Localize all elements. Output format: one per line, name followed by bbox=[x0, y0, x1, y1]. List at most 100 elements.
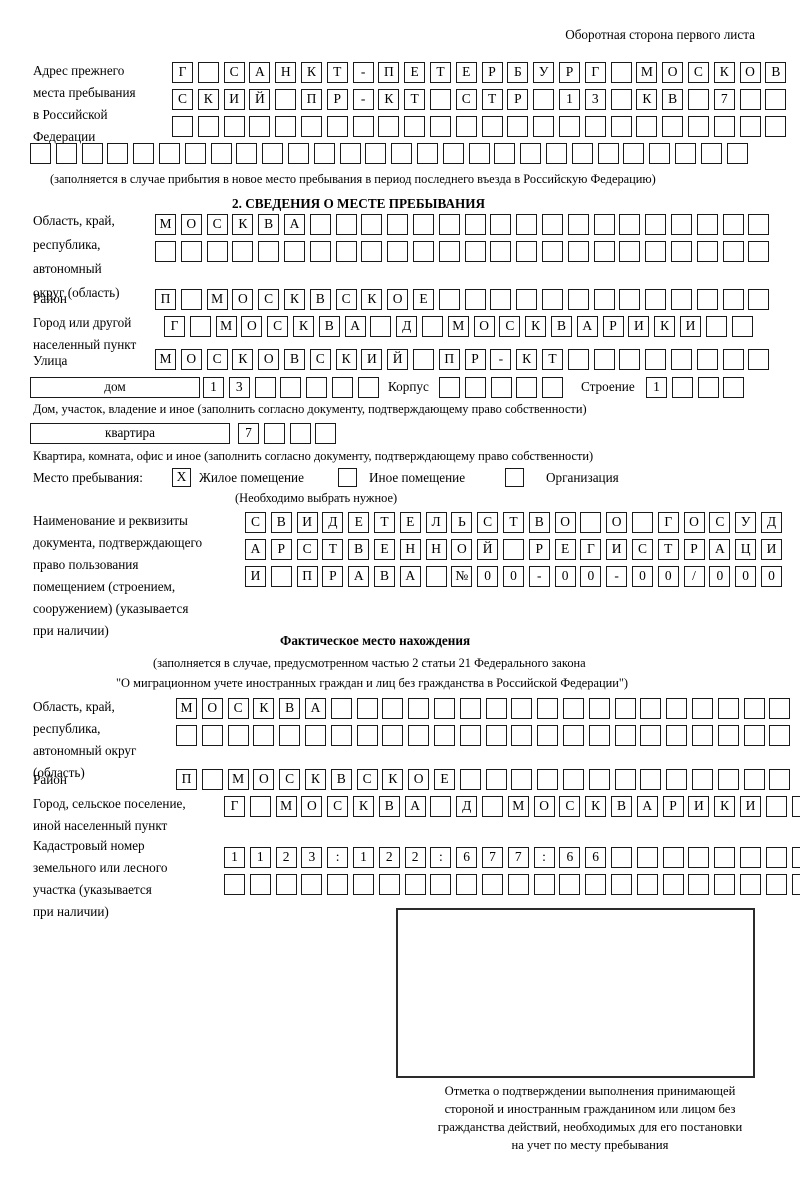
char-cell[interactable]: В bbox=[330, 769, 352, 790]
char-cell[interactable]: У bbox=[735, 512, 757, 533]
char-cell[interactable] bbox=[357, 377, 379, 398]
char-cell[interactable]: Н bbox=[399, 539, 421, 560]
char-cell[interactable] bbox=[714, 874, 736, 895]
char-cell[interactable] bbox=[631, 512, 653, 533]
char-cell[interactable] bbox=[387, 214, 409, 235]
char-cell[interactable] bbox=[309, 241, 331, 262]
char-cell[interactable] bbox=[315, 423, 337, 444]
char-cell[interactable] bbox=[537, 698, 559, 719]
char-cell[interactable] bbox=[289, 423, 311, 444]
char-cell[interactable]: 0 bbox=[502, 566, 524, 587]
char-cell[interactable] bbox=[339, 143, 361, 164]
char-cell[interactable] bbox=[201, 769, 223, 790]
char-cell[interactable]: А bbox=[348, 566, 370, 587]
char-cell[interactable]: К bbox=[335, 349, 357, 370]
char-cell[interactable]: 6 bbox=[456, 847, 478, 868]
prev-address-row-4[interactable] bbox=[30, 143, 748, 164]
char-cell[interactable]: С bbox=[455, 89, 477, 110]
char-cell[interactable] bbox=[610, 116, 632, 137]
char-cell[interactable] bbox=[429, 89, 451, 110]
stay-type-checkbox-residential[interactable]: X bbox=[172, 468, 191, 487]
char-cell[interactable]: 0 bbox=[477, 566, 499, 587]
char-cell[interactable]: М bbox=[507, 796, 529, 817]
char-cell[interactable] bbox=[283, 241, 305, 262]
char-cell[interactable]: 2 bbox=[378, 847, 400, 868]
char-cell[interactable] bbox=[541, 289, 563, 310]
char-cell[interactable] bbox=[722, 241, 744, 262]
char-cell[interactable]: О bbox=[301, 796, 323, 817]
char-cell[interactable] bbox=[412, 214, 434, 235]
char-cell[interactable]: Г bbox=[584, 62, 606, 83]
char-cell[interactable] bbox=[562, 725, 584, 746]
char-cell[interactable] bbox=[133, 143, 155, 164]
char-cell[interactable]: М bbox=[275, 796, 297, 817]
char-cell[interactable] bbox=[331, 377, 353, 398]
char-cell[interactable] bbox=[249, 796, 271, 817]
char-cell[interactable] bbox=[361, 241, 383, 262]
char-cell[interactable]: В bbox=[348, 539, 370, 560]
char-cell[interactable] bbox=[439, 377, 460, 398]
char-cell[interactable] bbox=[743, 725, 765, 746]
char-cell[interactable]: С bbox=[296, 539, 318, 560]
char-cell[interactable]: Ц bbox=[735, 539, 757, 560]
char-cell[interactable]: В bbox=[765, 62, 787, 83]
char-cell[interactable] bbox=[610, 89, 632, 110]
char-cell[interactable]: К bbox=[232, 349, 254, 370]
char-cell[interactable]: С bbox=[356, 769, 378, 790]
char-cell[interactable]: М bbox=[176, 698, 197, 719]
char-cell[interactable]: И bbox=[760, 539, 782, 560]
char-cell[interactable]: В bbox=[309, 289, 331, 310]
char-cell[interactable] bbox=[743, 769, 765, 790]
char-cell[interactable] bbox=[533, 874, 555, 895]
char-cell[interactable] bbox=[270, 566, 292, 587]
char-cell[interactable] bbox=[382, 698, 404, 719]
char-cell[interactable] bbox=[490, 289, 512, 310]
char-cell[interactable] bbox=[619, 214, 641, 235]
char-cell[interactable]: 1 bbox=[249, 847, 271, 868]
char-cell[interactable] bbox=[593, 349, 615, 370]
char-cell[interactable]: П bbox=[155, 289, 176, 310]
char-cell[interactable] bbox=[210, 143, 232, 164]
stay-type-checkbox-other[interactable] bbox=[338, 468, 357, 487]
char-cell[interactable] bbox=[662, 116, 684, 137]
char-cell[interactable] bbox=[391, 143, 413, 164]
char-cell[interactable]: И bbox=[223, 89, 245, 110]
char-cell[interactable] bbox=[459, 698, 481, 719]
char-cell[interactable] bbox=[619, 289, 641, 310]
char-cell[interactable]: В bbox=[378, 796, 400, 817]
char-cell[interactable] bbox=[691, 725, 713, 746]
char-cell[interactable]: О bbox=[606, 512, 628, 533]
char-cell[interactable] bbox=[438, 214, 460, 235]
char-cell[interactable] bbox=[464, 241, 486, 262]
char-cell[interactable]: 0 bbox=[735, 566, 757, 587]
char-cell[interactable] bbox=[416, 143, 438, 164]
char-cell[interactable] bbox=[765, 116, 787, 137]
char-cell[interactable]: О bbox=[180, 214, 202, 235]
char-cell[interactable]: С bbox=[258, 289, 280, 310]
char-cell[interactable] bbox=[687, 89, 709, 110]
char-cell[interactable]: 0 bbox=[580, 566, 602, 587]
char-cell[interactable] bbox=[696, 214, 718, 235]
char-cell[interactable] bbox=[180, 241, 202, 262]
char-cell[interactable] bbox=[481, 796, 503, 817]
char-cell[interactable] bbox=[674, 143, 696, 164]
char-cell[interactable]: 7 bbox=[713, 89, 735, 110]
char-cell[interactable] bbox=[507, 116, 529, 137]
char-cell[interactable] bbox=[614, 769, 636, 790]
char-cell[interactable]: М bbox=[447, 316, 469, 337]
char-cell[interactable]: О bbox=[201, 698, 223, 719]
char-cell[interactable] bbox=[636, 116, 658, 137]
char-cell[interactable] bbox=[464, 214, 486, 235]
char-cell[interactable] bbox=[562, 698, 584, 719]
char-cell[interactable]: О bbox=[473, 316, 495, 337]
char-cell[interactable] bbox=[309, 214, 331, 235]
document-row-3[interactable]: И П Р А В А № 0 0-0 0-0 0/0 0 0 bbox=[245, 566, 782, 587]
char-cell[interactable]: 7 bbox=[481, 847, 503, 868]
char-cell[interactable]: В bbox=[550, 316, 572, 337]
char-cell[interactable]: К bbox=[516, 349, 538, 370]
prev-address-row-3[interactable] bbox=[172, 116, 787, 137]
